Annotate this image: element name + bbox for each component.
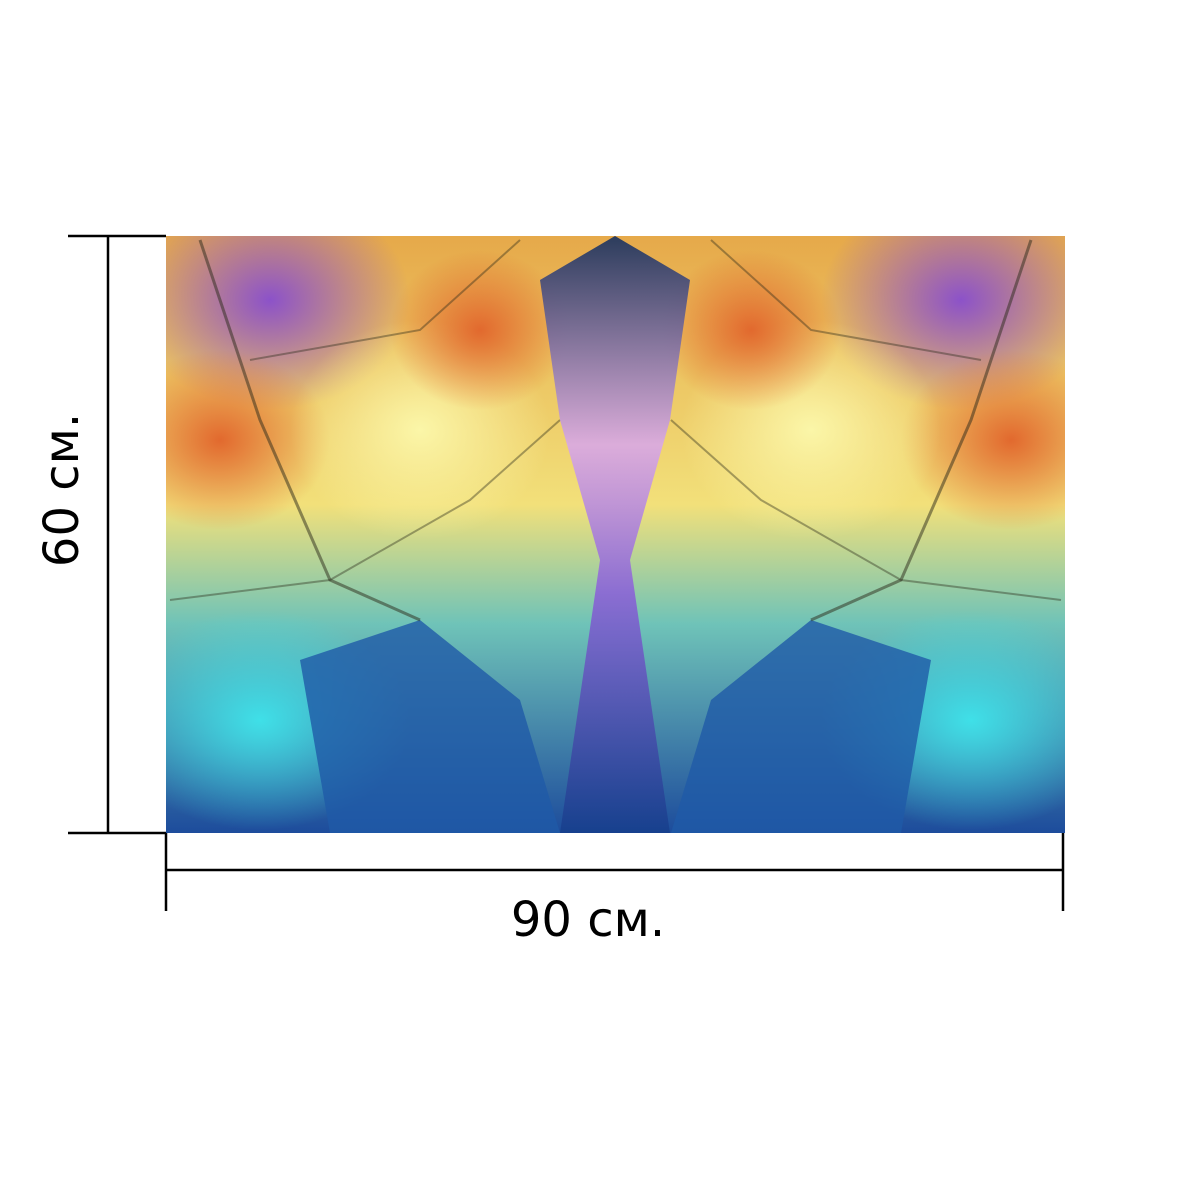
artwork bbox=[166, 236, 1065, 833]
height-label: 60 см. bbox=[34, 413, 90, 567]
width-label: 90 см. bbox=[511, 892, 665, 948]
width-dimension: 90 см. bbox=[164, 833, 1065, 948]
height-dimension: 60 см. bbox=[34, 234, 166, 835]
